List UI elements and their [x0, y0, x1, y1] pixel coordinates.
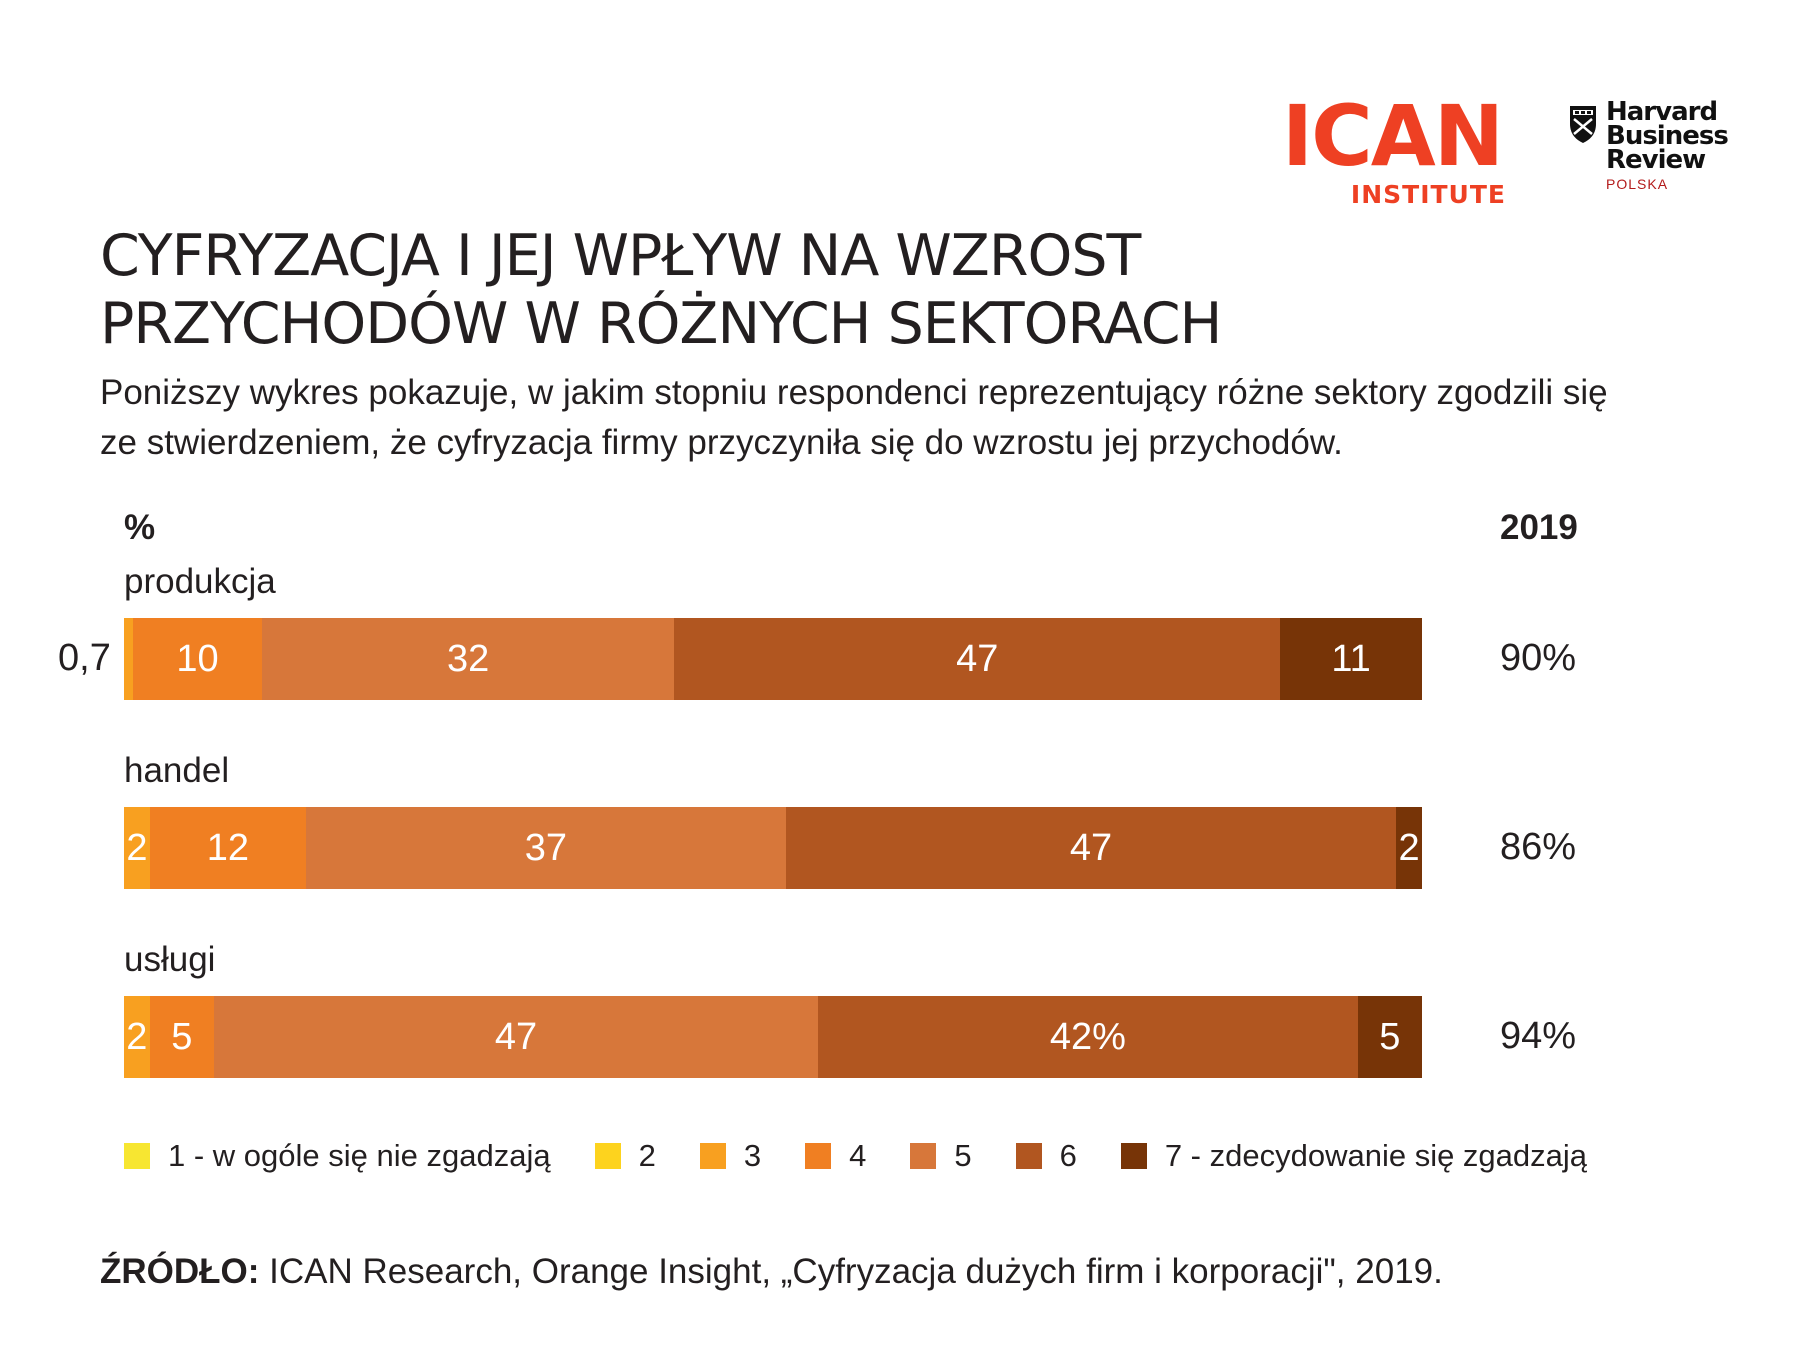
data-label: 37 [524, 826, 567, 869]
total-column-header: 2019 [1500, 508, 1578, 547]
data-label: 47 [494, 1015, 538, 1058]
bar-segment: 10 [133, 618, 262, 700]
legend-swatch [699, 1143, 726, 1169]
row-total: 90% [1500, 637, 1577, 679]
legend-label: 2 [638, 1138, 656, 1173]
chart-subtitle-line-2: ze stwierdzeniem, że cyfryzacja firmy pr… [100, 423, 1343, 462]
row-total: 94% [1500, 1015, 1577, 1057]
legend-label: 4 [849, 1138, 867, 1173]
row-label: handel [124, 751, 230, 790]
bar-segment: 47 [213, 996, 818, 1078]
row-total: 86% [1500, 826, 1577, 868]
hbr-word-business: Business [1606, 121, 1729, 151]
chart-legend: 1 - w ogóle się nie zgadzają 2 3 4 5 6 7 - zde… [124, 1138, 1631, 1174]
data-label: 32 [447, 637, 490, 680]
bar-segment: 2 [1396, 807, 1422, 889]
hbr-logo-sub: POLSKA [1606, 176, 1669, 192]
hbr-word-review: Review [1606, 145, 1706, 175]
legend-item: 4 [805, 1138, 866, 1174]
legend-label: 6 [1059, 1138, 1077, 1173]
legend-item: 2 [594, 1138, 656, 1174]
data-label: 47 [1069, 826, 1113, 869]
ican-logo-sub: INSTITUTE [1350, 180, 1506, 209]
bar-segment: 32 [261, 618, 675, 700]
stacked-bar: 10 32 47 11 [124, 618, 1422, 700]
bar-segment: 2 [124, 996, 150, 1078]
chart-subtitle-line-1: Poniższy wykres pokazuje, w jakim stopni… [100, 373, 1608, 412]
source-label: ŹRÓDŁO: [100, 1252, 260, 1291]
hbr-word-harvard: Harvard [1606, 97, 1718, 127]
chart-subtitle: Poniższy wykres pokazuje, w jakim stopni… [100, 368, 1720, 468]
stacked-bar: 2 5 47 42% 5 [124, 996, 1422, 1078]
source-note: ŹRÓDŁO: ICAN Research, Orange Insight, „… [100, 1252, 1443, 1292]
data-label: 5 [171, 1015, 193, 1058]
chart-title-line-1: CYFRYZACJA I JEJ WPŁYW NA WZROST [100, 223, 1141, 289]
legend-swatch [805, 1143, 832, 1169]
bar-segment: 47 [785, 807, 1397, 889]
data-label: 11 [1331, 637, 1371, 680]
legend-item: 1 - w ogóle się nie zgadzają [124, 1138, 551, 1174]
legend-label: 7 - zdecydowanie się zgadzają [1164, 1138, 1588, 1173]
row-label: produkcja [124, 562, 276, 601]
ican-logo-main: ICAN [1281, 87, 1504, 185]
data-label: 2 [1398, 826, 1420, 869]
bar-segment: 42% [817, 996, 1358, 1078]
legend-label: 3 [743, 1138, 762, 1173]
data-label: 2 [126, 826, 148, 869]
hbr-shield-icon [1570, 106, 1596, 143]
unit-label: % [124, 508, 156, 547]
data-label: 2 [126, 1015, 148, 1058]
source-text: ICAN Research, Orange Insight, „Cyfryzac… [259, 1252, 1443, 1291]
legend-swatch [910, 1143, 937, 1169]
legend-swatch [1015, 1143, 1042, 1169]
bar-segment: 5 [149, 996, 214, 1078]
ican-institute-logo: ICAN INSTITUTE [1278, 87, 1506, 209]
legend-label: 5 [954, 1138, 972, 1173]
bar-segment: 11 [1280, 618, 1422, 700]
data-label: 5 [1379, 1015, 1401, 1058]
bar-segment: 5 [1357, 996, 1422, 1078]
bar-segment: 12 [149, 807, 306, 889]
legend-label: 1 - w ogóle się nie zgadzają [168, 1138, 551, 1173]
data-label: 42% [1049, 1015, 1126, 1058]
legend-item: 5 [910, 1138, 972, 1174]
hbr-wordmark: Harvard Business Review [1606, 97, 1800, 175]
row-label: usługi [124, 940, 216, 979]
bar-segment: 47 [674, 618, 1281, 700]
legend-item: 6 [1015, 1138, 1077, 1174]
data-label: 12 [206, 826, 249, 869]
data-label: 0,7 [58, 637, 111, 679]
data-label: 10 [176, 637, 219, 680]
chart-title-line-2: PRZYCHODÓW W RÓŻNYCH SEKTORACH [100, 291, 1222, 357]
chart-title: CYFRYZACJA I JEJ WPŁYW NA WZROST PRZYCHO… [100, 222, 1600, 358]
legend-swatch [124, 1143, 150, 1169]
legend-swatch [594, 1143, 621, 1169]
legend-swatch [1120, 1143, 1147, 1169]
data-label: 47 [956, 637, 999, 680]
bar-segment [124, 618, 134, 700]
legend-item: 3 [699, 1138, 762, 1174]
legend-item: 7 - zdecydowanie się zgadzają [1120, 1138, 1588, 1174]
stacked-bar: 2 12 37 47 2 [124, 807, 1422, 889]
bar-segment: 2 [124, 807, 150, 889]
bar-segment: 37 [305, 807, 786, 889]
